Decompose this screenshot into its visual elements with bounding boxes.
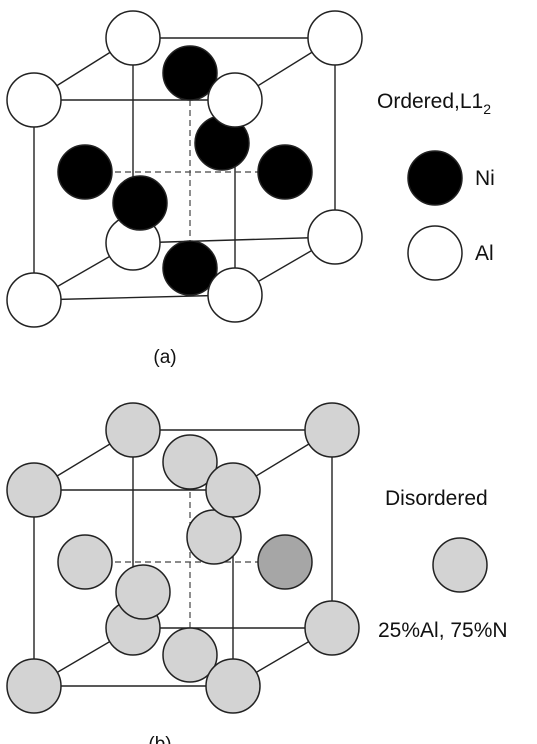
legend-al-label: Al	[475, 242, 494, 265]
mixed-atom	[186, 509, 242, 565]
panel-a-caption: (a)	[153, 347, 176, 368]
panel-b-title: Disordered	[385, 487, 488, 510]
legend-ni-label: Ni	[475, 167, 495, 190]
mixed-atom-highlighted	[257, 534, 313, 590]
al-atom	[105, 10, 161, 66]
mixed-atom	[6, 462, 62, 518]
ni-atom	[162, 45, 218, 101]
panel-a-title: Ordered,L12	[377, 90, 491, 117]
mixed-atom	[105, 402, 161, 458]
mixed-atom	[162, 627, 218, 683]
panel-a-title-subscript: 2	[483, 101, 491, 117]
mixed-atom	[6, 658, 62, 714]
ni-atom	[162, 240, 218, 296]
panel-a: Ordered,L12 Ni Al (a)	[6, 10, 495, 368]
ni-atom	[257, 144, 313, 200]
mixed-atom	[304, 600, 360, 656]
panel-a-legend: Ni Al	[407, 150, 495, 281]
panel-a-title-main: Ordered,L1	[377, 90, 483, 113]
al-atom	[207, 267, 263, 323]
legend-al-swatch	[407, 225, 463, 281]
panel-a-hidden-edges	[85, 70, 285, 265]
al-atom	[207, 72, 263, 128]
mixed-atom	[115, 564, 171, 620]
panel-b-hidden-edges	[85, 462, 285, 655]
mixed-atom	[162, 434, 218, 490]
mixed-atom	[205, 462, 261, 518]
al-atom	[6, 72, 62, 128]
al-atom	[307, 10, 363, 66]
ni-atom	[57, 144, 113, 200]
legend-ni-swatch	[407, 150, 463, 206]
panel-b-composition: 25%Al, 75%N	[378, 619, 508, 642]
mixed-atom	[57, 534, 113, 590]
mixed-atom	[205, 658, 261, 714]
ni-atom	[112, 175, 168, 231]
al-atom	[307, 209, 363, 265]
al-atom	[6, 272, 62, 328]
mixed-atom	[304, 402, 360, 458]
panel-b: Disordered 25%Al, 75%N (b)	[6, 402, 508, 744]
legend-mixed-swatch	[432, 537, 488, 593]
panel-b-caption: (b)	[148, 734, 171, 744]
